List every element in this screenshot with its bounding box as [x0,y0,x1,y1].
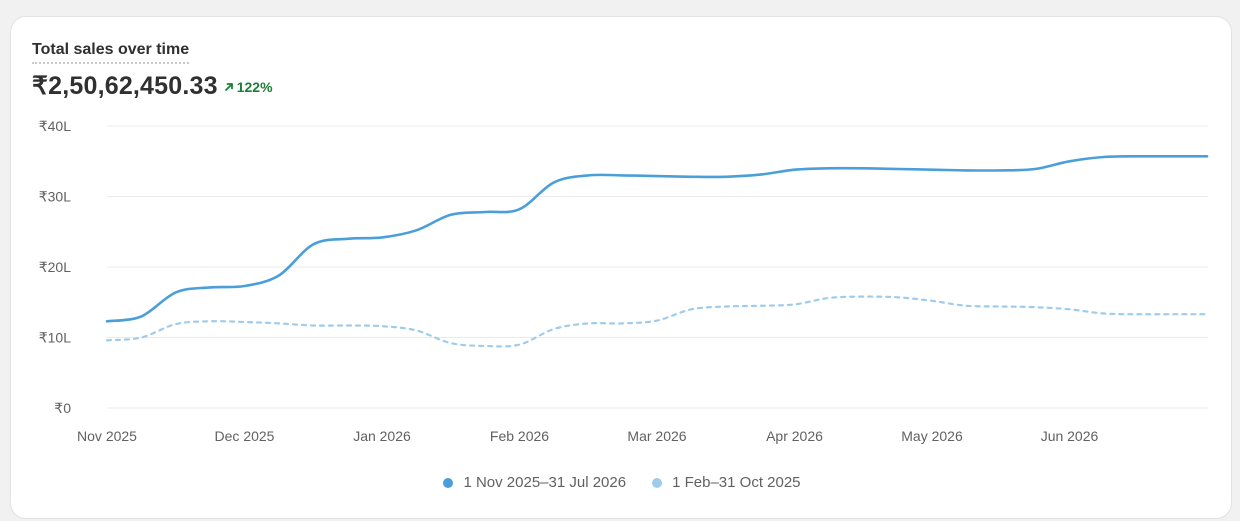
metric-row: ₹2,50,62,450.33 122% [32,71,273,101]
total-sales-value: ₹2,50,62,450.33 [32,72,218,100]
y-tick-label-1: ₹10L [39,330,71,346]
y-tick-label-4: ₹40L [39,118,71,134]
series-line-current [105,154,1209,323]
y-tick-label-3: ₹30L [39,189,71,205]
y-tick-label-0: ₹0 [54,400,71,416]
x-tick-label-4: Mar 2026 [627,428,686,444]
legend-label-current: 1 Nov 2025–31 Jul 2026 [463,474,627,491]
card-title[interactable]: Total sales over time [32,40,190,64]
legend-dot-comparison [652,477,663,488]
x-tick-label-1: Dec 2025 [215,428,275,444]
delta-text: 122% [236,79,273,95]
x-tick-label-5: Apr 2026 [766,428,823,444]
legend-label-comparison: 1 Feb–31 Oct 2025 [672,474,801,491]
x-tick-label-2: Jan 2026 [353,428,411,444]
legend-item-current[interactable]: 1 Nov 2025–31 Jul 2026 [443,474,626,491]
y-tick-label-2: ₹20L [39,259,71,275]
arrow-up-right-icon [224,83,233,91]
chart-legend: 1 Nov 2025–31 Jul 2026 1 Feb–31 Oct 2025 [11,474,1231,491]
delta-badge: 122% [224,79,273,95]
x-tick-label-0: Nov 2025 [77,428,137,444]
x-tick-label-6: May 2026 [901,428,963,444]
sales-line-chart: ₹0 ₹10L ₹20L ₹30L ₹40L Nov 2025 Dec 2025 Jan 20… [39,118,1209,444]
sales-card: Total sales over time ₹2,50,62,450.33 12… [10,16,1232,519]
x-tick-label-3: Feb 2026 [490,428,549,444]
x-tick-label-7: Jun 2026 [1041,428,1099,444]
legend-item-comparison[interactable]: 1 Feb–31 Oct 2025 [652,474,801,491]
legend-dot-current [443,477,454,488]
series-line-comparison [105,295,1209,348]
